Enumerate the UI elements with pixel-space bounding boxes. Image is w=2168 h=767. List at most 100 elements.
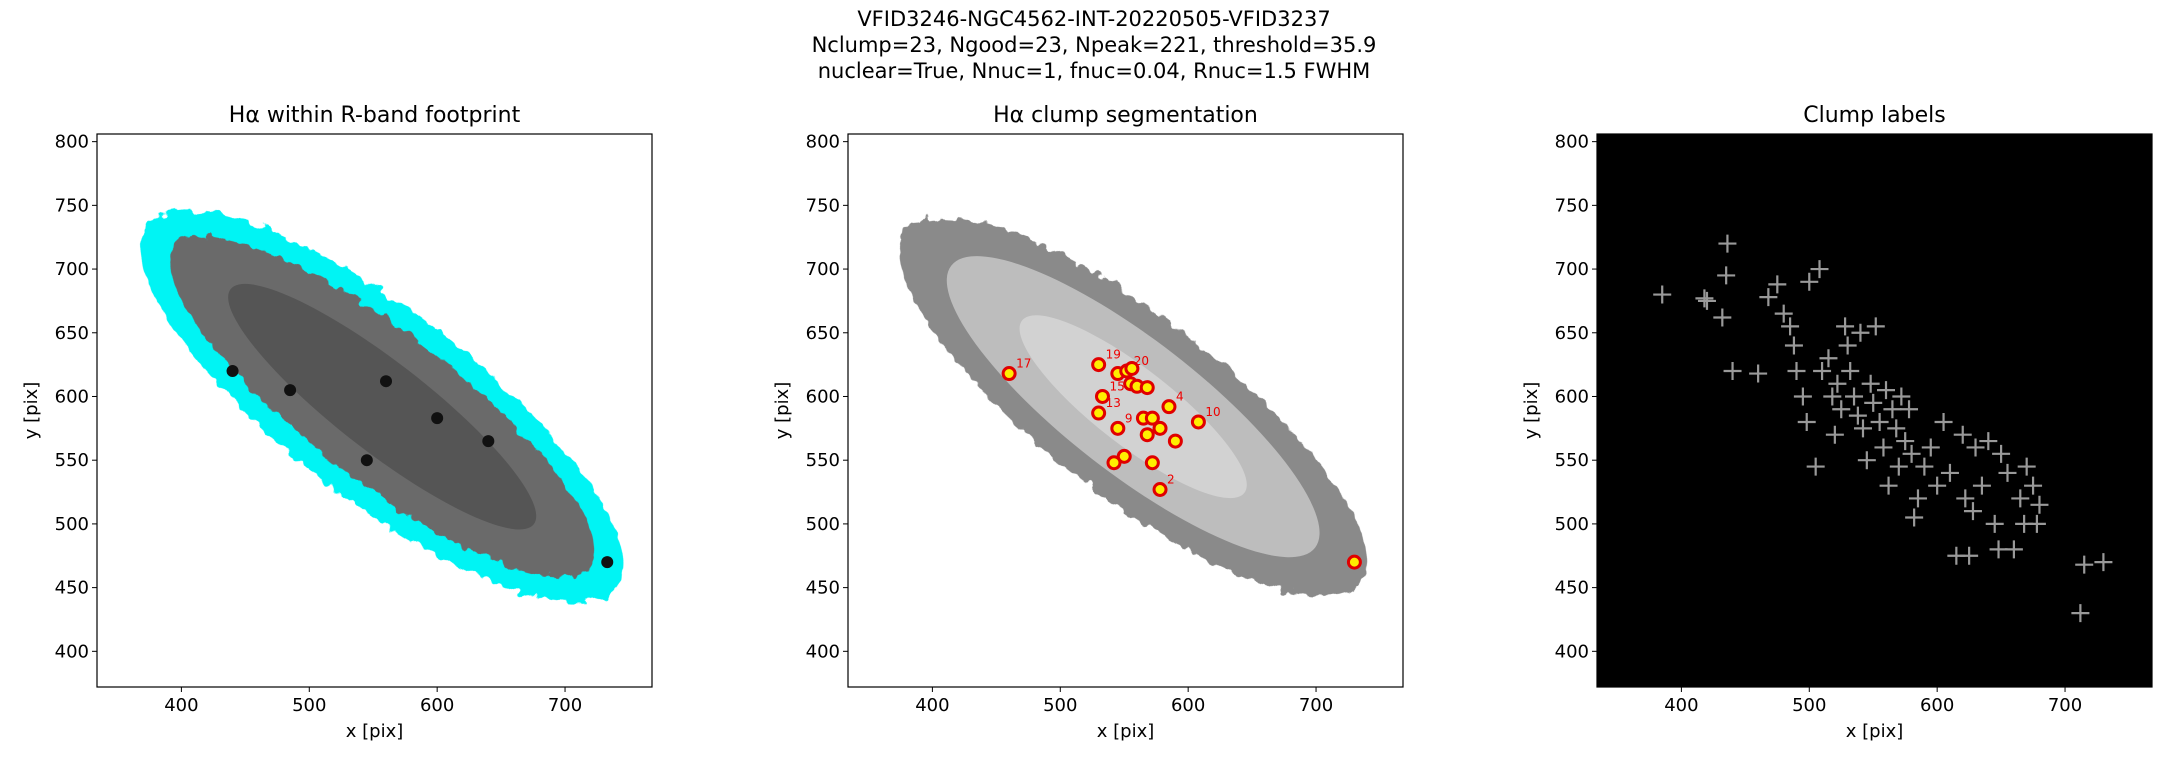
cross-marker	[2011, 489, 2030, 508]
y-axis-label: y [pix]	[1521, 382, 1542, 440]
cross-marker	[1953, 425, 1972, 444]
clump-marker	[1091, 357, 1107, 373]
x-tick-label: 400	[1664, 695, 1698, 716]
y-tick-label: 650	[806, 323, 840, 344]
cross-marker	[1940, 463, 1959, 482]
y-tick-label: 750	[806, 195, 840, 216]
cross-marker	[1806, 457, 1825, 476]
cross-marker	[1800, 272, 1819, 291]
clump-label: 2	[1167, 473, 1175, 487]
cross-marker	[1866, 317, 1885, 336]
x-tick-label: 500	[292, 695, 326, 716]
clump-label: 15	[1109, 379, 1124, 393]
cross-marker	[1813, 362, 1832, 380]
suptitle: VFID3246-NGC4562-INT-20220505-VFID3237	[857, 7, 1330, 31]
cross-marker	[1966, 438, 1985, 457]
clump-marker	[1110, 420, 1126, 436]
cross-marker	[2094, 553, 2113, 572]
clump-marker	[1094, 388, 1110, 404]
cross-marker	[1960, 546, 1979, 565]
cross-marker	[1793, 387, 1812, 406]
dark-blob	[360, 454, 373, 467]
cross-marker	[1972, 476, 1991, 495]
cross-marker	[1915, 457, 1934, 476]
cross-marker	[1848, 406, 1867, 425]
background	[1597, 134, 2152, 687]
x-tick-label: 600	[420, 695, 454, 716]
cross-marker	[2030, 495, 2049, 514]
x-tick-label: 400	[915, 695, 949, 716]
cross-marker	[1759, 288, 1778, 307]
y-tick-label: 600	[806, 386, 840, 407]
clump-label: 9	[1125, 411, 1133, 425]
cross-marker	[1653, 285, 1672, 304]
cross-marker	[1874, 438, 1893, 457]
cross-marker	[1787, 362, 1806, 380]
dark-blob	[284, 384, 297, 397]
y-tick-label: 800	[1555, 132, 1589, 153]
clump-label: 13	[1106, 396, 1121, 410]
y-tick-label: 550	[806, 450, 840, 471]
axes-title: Hα within R-band footprint	[229, 103, 521, 128]
x-tick-label: 500	[1792, 695, 1826, 716]
clump-marker	[1106, 455, 1122, 471]
cross-marker	[1979, 432, 1998, 451]
clump-marker	[1139, 427, 1155, 443]
clump-marker	[1167, 433, 1183, 449]
y-tick-label: 450	[1555, 578, 1589, 599]
y-tick-label: 650	[55, 323, 89, 344]
y-tick-label: 800	[55, 132, 89, 153]
cross-marker	[1934, 412, 1953, 431]
cross-marker	[1900, 400, 1919, 419]
axes-title: Hα clump segmentation	[993, 103, 1258, 128]
cross-marker	[1781, 317, 1800, 336]
clump-marker	[1144, 455, 1160, 471]
clump-marker	[1190, 414, 1206, 430]
clump-label: 10	[1205, 405, 1220, 419]
y-tick-label: 750	[55, 195, 89, 216]
cross-marker	[2075, 555, 2094, 574]
axes-frame	[847, 133, 1404, 688]
axes-frame	[1596, 133, 2153, 688]
clump-marker	[1346, 554, 1362, 570]
cross-marker	[1889, 457, 1908, 476]
x-tick-label: 700	[1299, 695, 1333, 716]
y-tick-label: 650	[1555, 323, 1589, 344]
y-tick-label: 600	[1555, 386, 1589, 407]
y-tick-label: 500	[806, 514, 840, 535]
cross-marker	[1749, 364, 1768, 383]
dark-blob	[226, 365, 239, 377]
x-tick-label: 700	[548, 695, 582, 716]
cross-marker	[1841, 362, 1860, 380]
cross-marker	[1713, 308, 1732, 327]
y-tick-label: 400	[1555, 641, 1589, 662]
clump-marker	[1161, 399, 1177, 415]
cross-marker	[2017, 457, 2036, 476]
y-tick-label: 400	[55, 641, 89, 662]
cross-marker	[2027, 514, 2046, 533]
clump-marker	[1152, 420, 1168, 436]
y-tick-label: 700	[806, 259, 840, 280]
cross-marker	[1832, 400, 1851, 419]
dark-blob	[431, 412, 444, 425]
cross-marker	[1921, 438, 1940, 457]
dark-blob	[601, 556, 614, 569]
axes-frame	[96, 133, 653, 688]
cross-marker	[1956, 489, 1975, 508]
clump-marker	[1001, 366, 1017, 382]
cross-marker	[1905, 508, 1924, 527]
y-tick-label: 500	[55, 514, 89, 535]
cross-marker	[1992, 444, 2011, 463]
cross-marker	[1887, 419, 1906, 438]
cross-marker	[1825, 425, 1844, 444]
cross-marker	[1892, 387, 1911, 406]
x-axis-label: x [pix]	[1097, 721, 1155, 742]
cross-marker	[1908, 489, 1927, 508]
cross-marker	[1845, 387, 1864, 406]
cross-marker	[1879, 476, 1898, 495]
y-tick-label: 500	[1555, 514, 1589, 535]
cross-marker	[1784, 336, 1803, 355]
cross-marker	[1870, 412, 1889, 431]
cross-marker	[1857, 451, 1876, 470]
